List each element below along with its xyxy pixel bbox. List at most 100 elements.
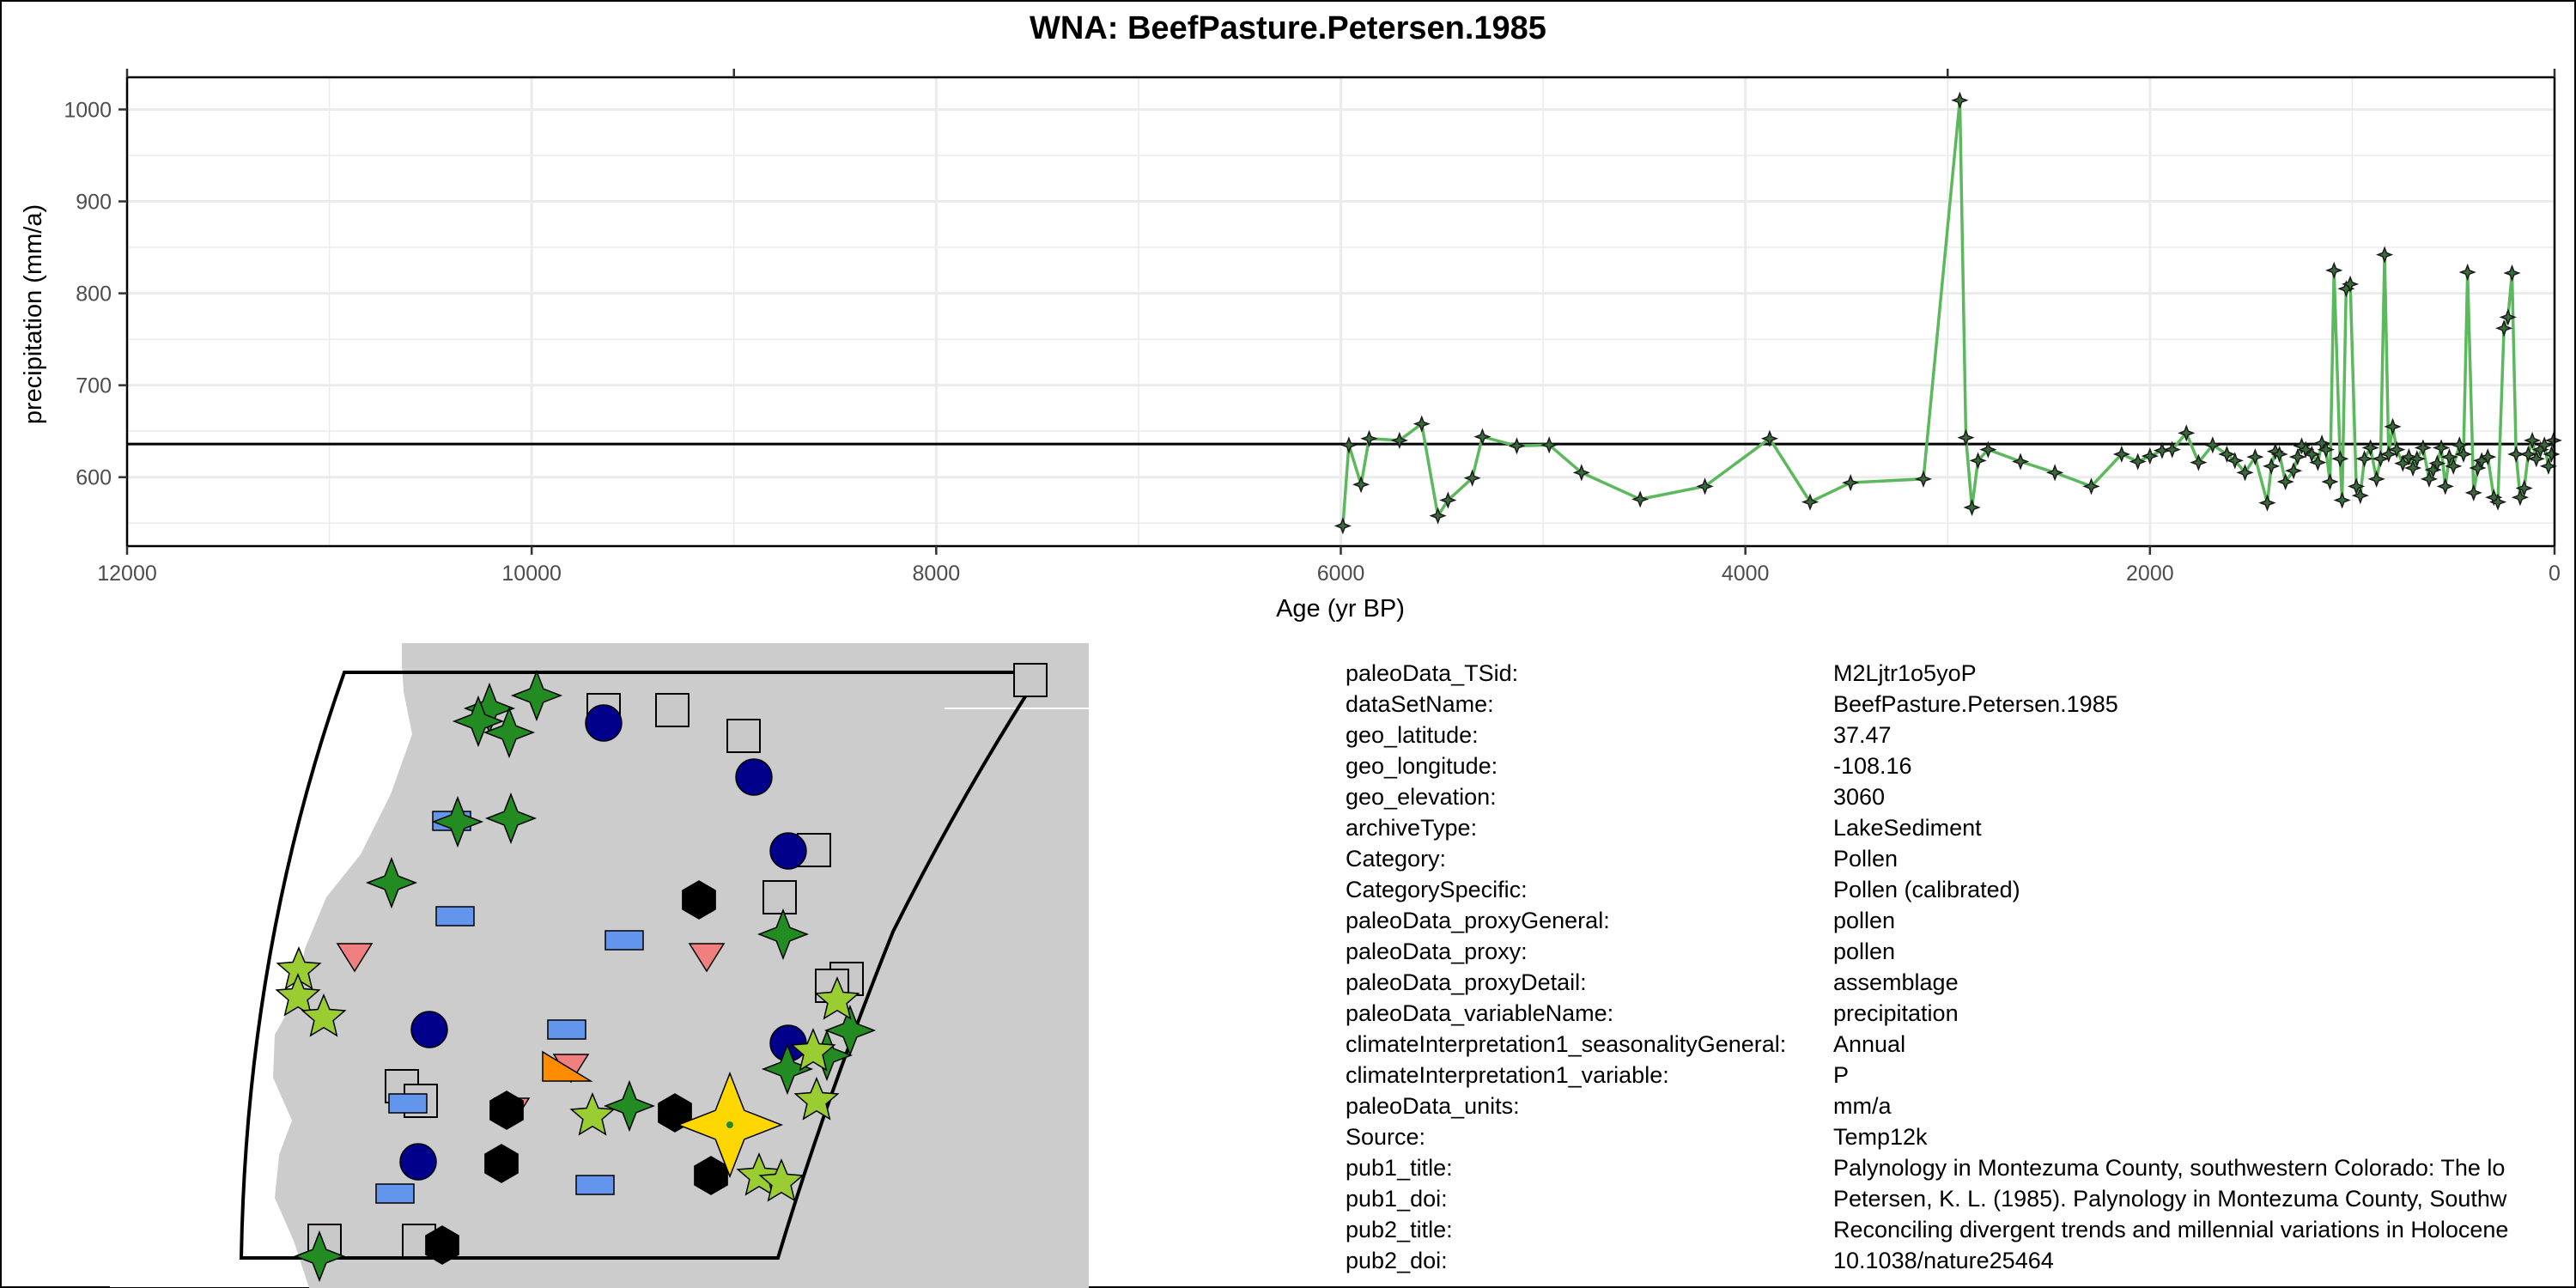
data-point: [2428, 454, 2446, 472]
pollen-star-marker: [365, 856, 418, 909]
pollen-star-marker: [603, 1079, 656, 1133]
metadata-row: pub2_doi: 10.1038/nature25464: [1346, 1245, 2573, 1276]
hexagon-marker: [682, 880, 716, 920]
x-tick-label: 2000: [2126, 562, 2174, 586]
metadata-row: pub1_doi: Petersen, K. L. (1985). Palynol…: [1346, 1183, 2573, 1214]
data-point: [1969, 452, 1987, 470]
y-axis-title: precipitation (mm/a): [20, 204, 47, 424]
metadata-value: pollen: [1833, 908, 1896, 933]
data-point: [2539, 457, 2558, 475]
data-point: [1413, 415, 1431, 433]
data-point: [2297, 440, 2315, 459]
x-axis-title: Age (yr BP): [1276, 595, 1405, 623]
data-point: [2436, 477, 2454, 495]
metadata-key: CategorySpecific:: [1346, 877, 1528, 902]
data-point: [2317, 440, 2335, 459]
hexagon-marker: [425, 1225, 459, 1265]
triangle-marker: [688, 943, 726, 973]
circle-marker: [585, 704, 623, 742]
metadata-row: dataSetName: BeefPasture.Petersen.1985: [1346, 689, 2573, 720]
data-point: [1463, 469, 1481, 487]
metadata-key: paleoData_proxyDetail:: [1346, 969, 1587, 995]
rectangle-marker: [605, 930, 644, 951]
x-tick-label: 6000: [1317, 562, 1365, 586]
data-point: [2445, 457, 2463, 475]
metadata-value: BeefPasture.Petersen.1985: [1833, 691, 2118, 717]
data-point: [2388, 440, 2406, 459]
metadata-key: climateInterpretation1_variable:: [1346, 1062, 1669, 1088]
data-point: [2226, 452, 2244, 470]
data-point: [1760, 429, 1779, 447]
circle-marker: [735, 758, 773, 796]
square-marker: [1013, 663, 1048, 697]
data-point: [2011, 453, 2030, 471]
metadata-row: paleoData_variableName: precipitation: [1346, 998, 2573, 1029]
y-tick-label: 700: [76, 374, 112, 398]
metadata-key: paleoData_TSid:: [1346, 660, 1519, 686]
map-markers: [275, 663, 1048, 1283]
site-map: [110, 643, 1089, 1288]
data-point: [1390, 431, 1408, 449]
data-point: [2082, 477, 2100, 495]
tick-labels: 12000 10000 8000 6000 4000 2000 0 600 700 800 900 1…: [64, 98, 2561, 586]
data-point: [1914, 470, 1933, 488]
data-point: [2351, 487, 2369, 505]
data-point: [1360, 429, 1378, 447]
data-point: [1801, 493, 1820, 511]
star-marker: [301, 993, 347, 1037]
data-point: [2408, 450, 2426, 468]
data-point: [1508, 437, 1526, 455]
metadata-key: geo_elevation:: [1346, 784, 1497, 810]
star-marker: [275, 973, 321, 1017]
data-point: [2258, 494, 2276, 512]
data-point: [2503, 264, 2521, 283]
metadata-value: Temp12k: [1833, 1124, 1928, 1150]
square-marker: [655, 693, 690, 727]
triangle-marker: [336, 943, 374, 973]
data-point: [2203, 436, 2221, 454]
data-point: [2519, 445, 2537, 464]
metadata-value: assemblage: [1833, 969, 1959, 995]
data-point: [2403, 459, 2422, 477]
metadata-row: paleoData_proxyDetail: assemblage: [1346, 967, 2573, 998]
rectangle-marker: [388, 1093, 428, 1114]
data-point: [2479, 448, 2497, 466]
data-point: [2163, 440, 2181, 459]
metadata-key: paleoData_proxy:: [1346, 939, 1528, 964]
data-point: [2523, 431, 2542, 449]
y-tick-label: 800: [76, 283, 112, 307]
y-tick-label: 600: [76, 466, 112, 490]
metadata-value: Pollen: [1833, 846, 1899, 872]
data-point: [2432, 439, 2451, 457]
data-point: [2515, 479, 2533, 497]
metadata-key: paleoData_variableName:: [1346, 1000, 1614, 1026]
data-point: [1696, 477, 1714, 495]
data-point: [2499, 308, 2517, 326]
metadata-key: pub2_title:: [1346, 1217, 1453, 1242]
data-point: [2372, 450, 2390, 468]
data-point: [2129, 453, 2147, 471]
pollen-star-marker: [761, 1042, 814, 1096]
square-marker: [726, 719, 761, 753]
metadata-row: paleoData_units: mm/a: [1346, 1091, 2573, 1121]
data-point: [2451, 436, 2469, 454]
metadata-key: pub1_doi:: [1346, 1186, 1448, 1212]
data-point: [2494, 319, 2513, 337]
pollen-star-marker: [483, 706, 536, 759]
data-point: [2527, 450, 2545, 468]
data-point: [2440, 448, 2458, 466]
metadata-value: P: [1833, 1062, 1850, 1088]
data-point: [2309, 453, 2327, 471]
metadata-value: 37.47: [1833, 722, 1892, 748]
square-marker: [762, 880, 797, 914]
metadata-row: climateInterpretation1_variable: P: [1346, 1060, 2573, 1091]
x-tick-label: 0: [2549, 562, 2561, 586]
pollen-star-marker: [510, 669, 563, 722]
highlighted-site-center: [726, 1121, 733, 1128]
grid-layer: [127, 77, 2555, 546]
data-point: [2218, 445, 2236, 464]
star-marker: [790, 1028, 836, 1072]
map-land: [273, 643, 1089, 1288]
data-point: [2348, 477, 2366, 495]
